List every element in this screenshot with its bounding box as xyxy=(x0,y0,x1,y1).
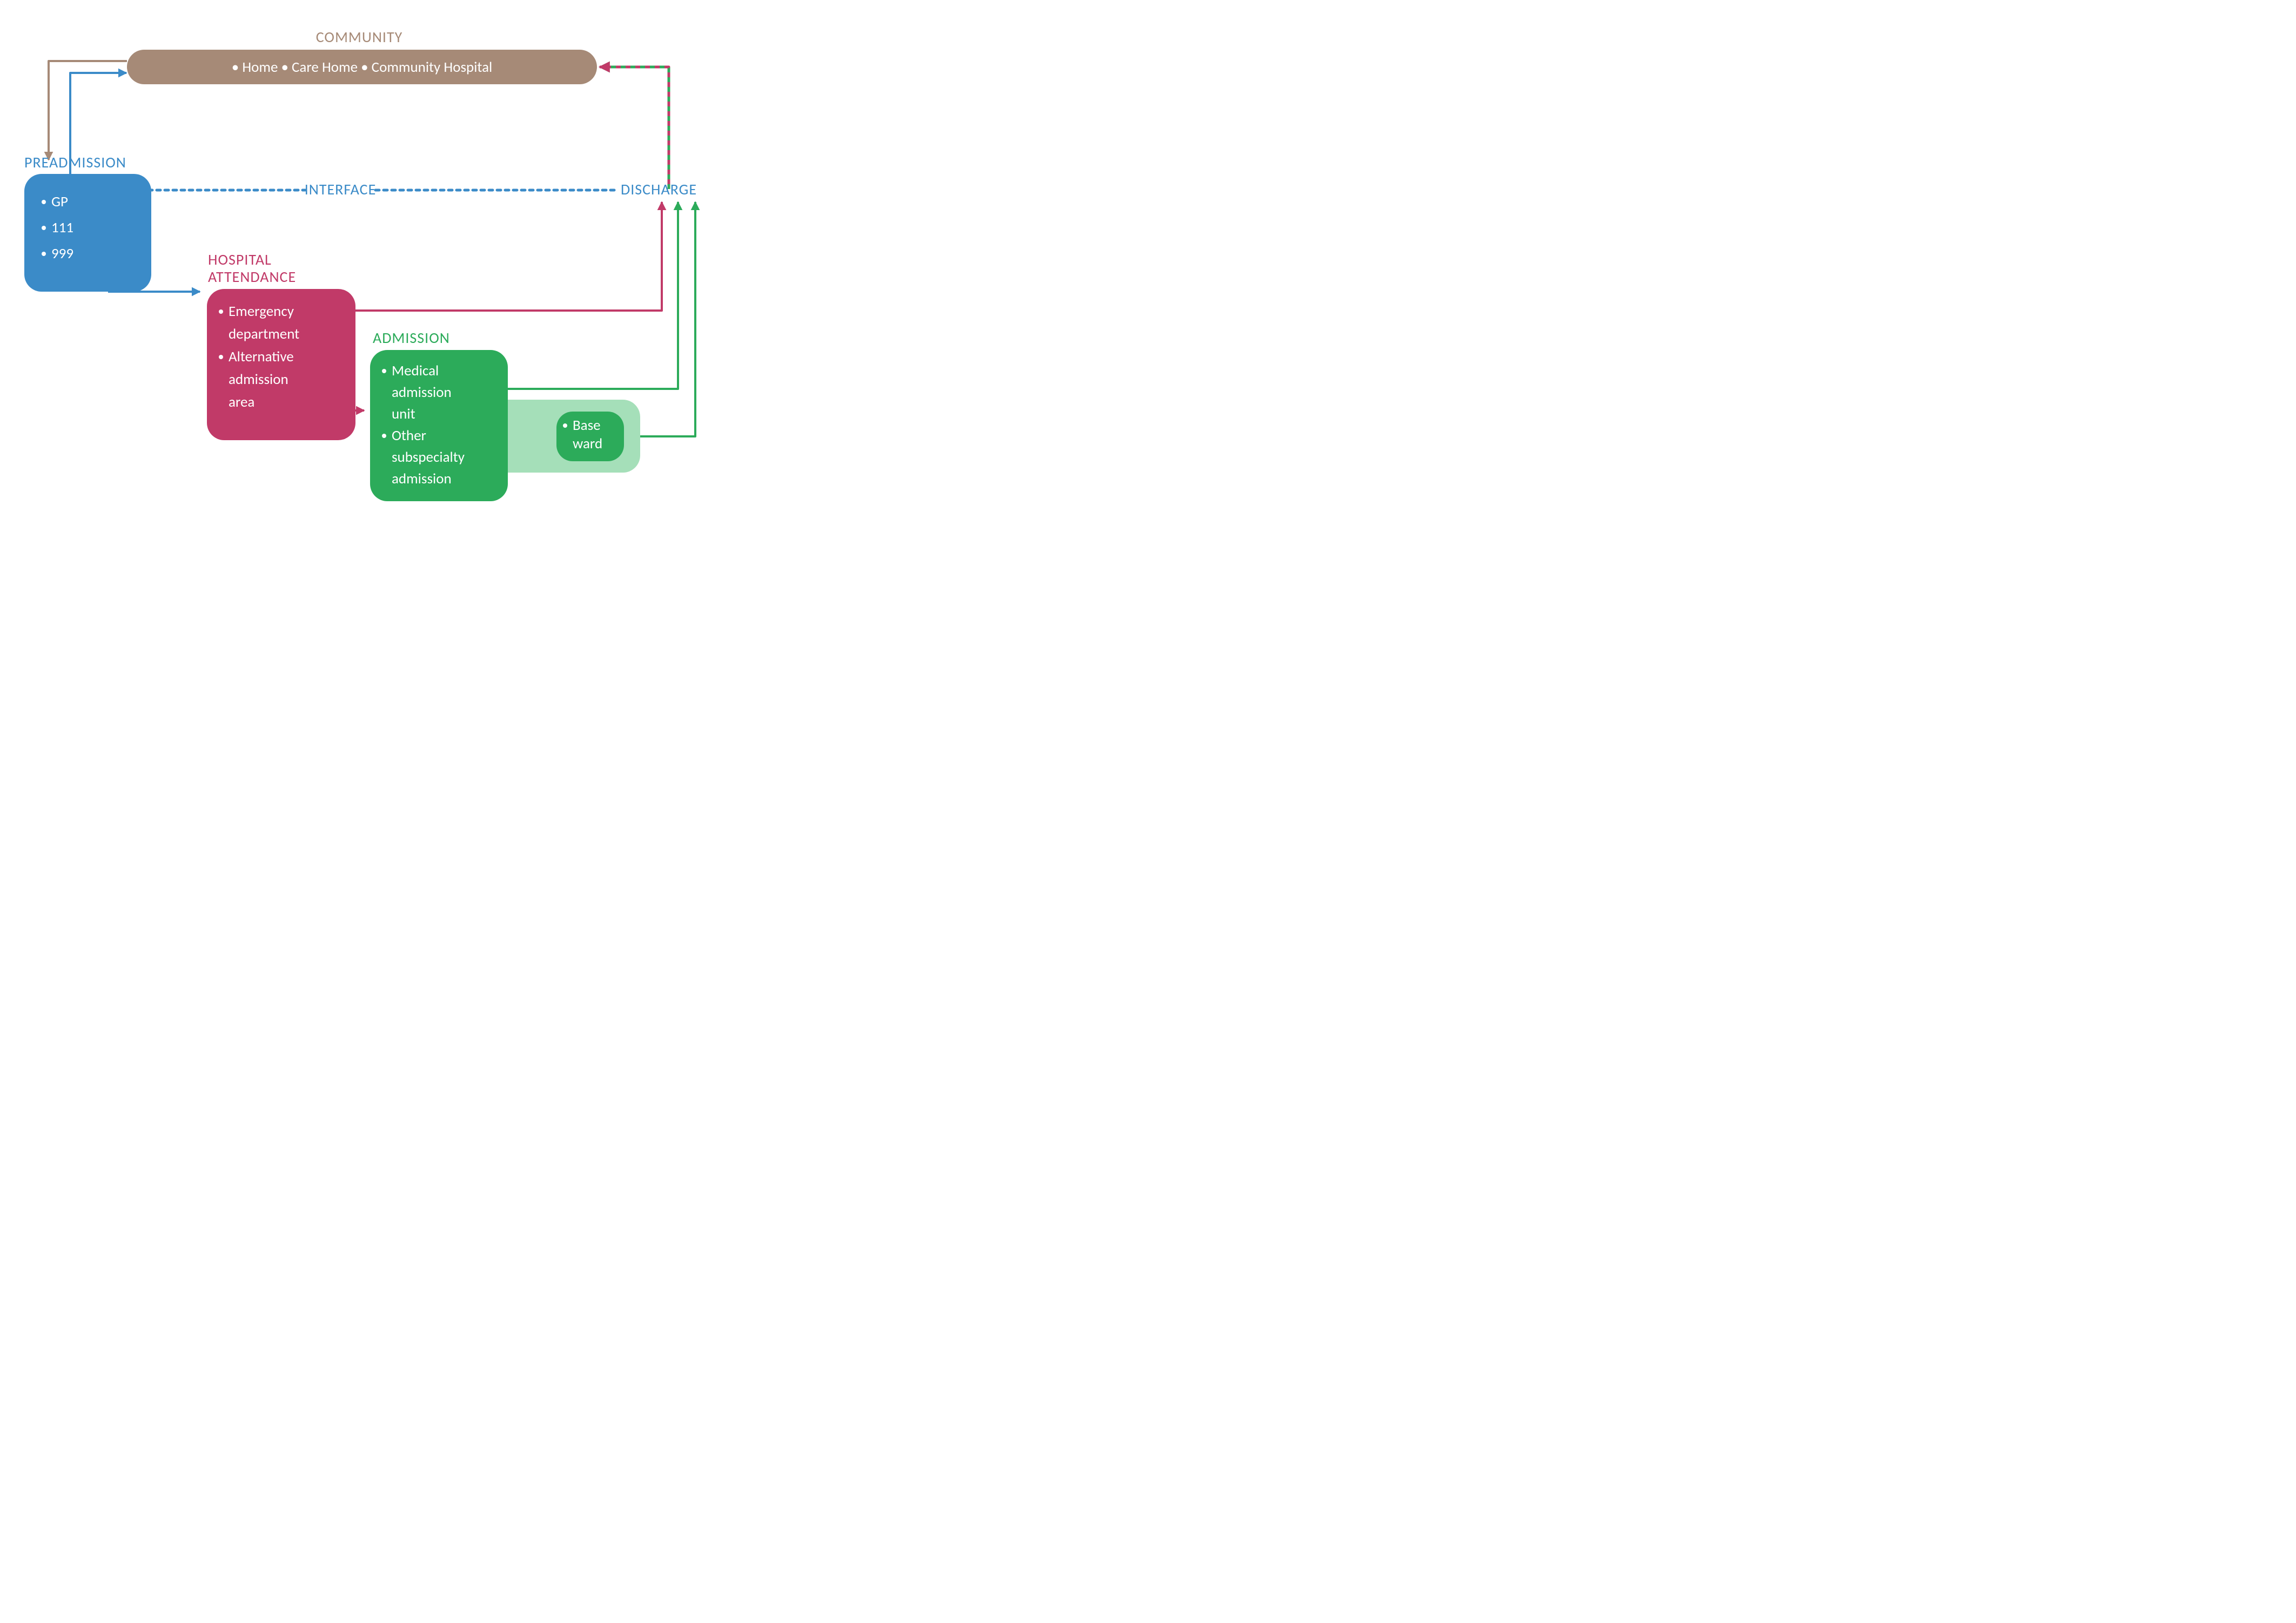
edge-discharge-to-community-red xyxy=(600,67,669,189)
bullet-marker xyxy=(42,226,46,230)
node-hospital-item-3: admission xyxy=(229,371,288,388)
label-admission: ADMISSION xyxy=(373,328,450,347)
node-baseward-item-0: Base xyxy=(573,416,601,434)
node-hospital-item-0: Emergency xyxy=(229,302,294,320)
edge-discharge-to-community-green xyxy=(600,67,669,189)
bullet-marker xyxy=(42,252,46,256)
bullet-marker xyxy=(219,309,223,314)
label-hospital: HOSPITAL xyxy=(208,250,272,269)
edge-community-to-preadmission xyxy=(49,61,127,160)
label-community: COMMUNITY xyxy=(316,28,402,46)
node-admission-item-5: admission xyxy=(392,470,452,488)
node-admission-item-2: unit xyxy=(392,405,415,423)
node-admission-item-0: Medical xyxy=(392,362,439,380)
node-preadmission-item-1: 111 xyxy=(51,219,73,237)
bullet-marker xyxy=(382,369,386,373)
node-hospital-item-4: area xyxy=(229,393,254,411)
node-community-text: • Home • Care Home • Community Hospital xyxy=(232,58,492,76)
patient-pathway-diagram: • Home • Care Home • Community Hospital G… xyxy=(0,0,719,508)
node-preadmission-item-0: GP xyxy=(51,193,68,211)
node-preadmission xyxy=(24,174,151,292)
node-baseward-item-1: ward xyxy=(573,435,602,453)
bullet-marker xyxy=(563,423,567,428)
edge-baseward-to-discharge xyxy=(624,202,695,436)
label-preadmission: PREADMISSION xyxy=(24,153,126,172)
node-hospital-item-2: Alternative xyxy=(229,348,294,366)
bullet-marker xyxy=(382,434,386,438)
bullet-marker xyxy=(42,200,46,204)
node-admission-item-1: admission xyxy=(392,383,452,401)
bullet-marker xyxy=(219,355,223,359)
label-discharge: DISCHARGE xyxy=(621,180,697,199)
edge-admission-to-discharge xyxy=(508,202,678,389)
node-admission-item-3: Other xyxy=(392,427,426,445)
node-preadmission-item-2: 999 xyxy=(51,245,73,262)
edge-hospital-to-discharge xyxy=(355,202,662,311)
node-admission-item-4: subspecialty xyxy=(392,448,465,466)
node-hospital-item-1: department xyxy=(229,325,299,343)
label-attendance: ATTENDANCE xyxy=(208,267,296,286)
label-interface: INTERFACE xyxy=(305,180,377,199)
